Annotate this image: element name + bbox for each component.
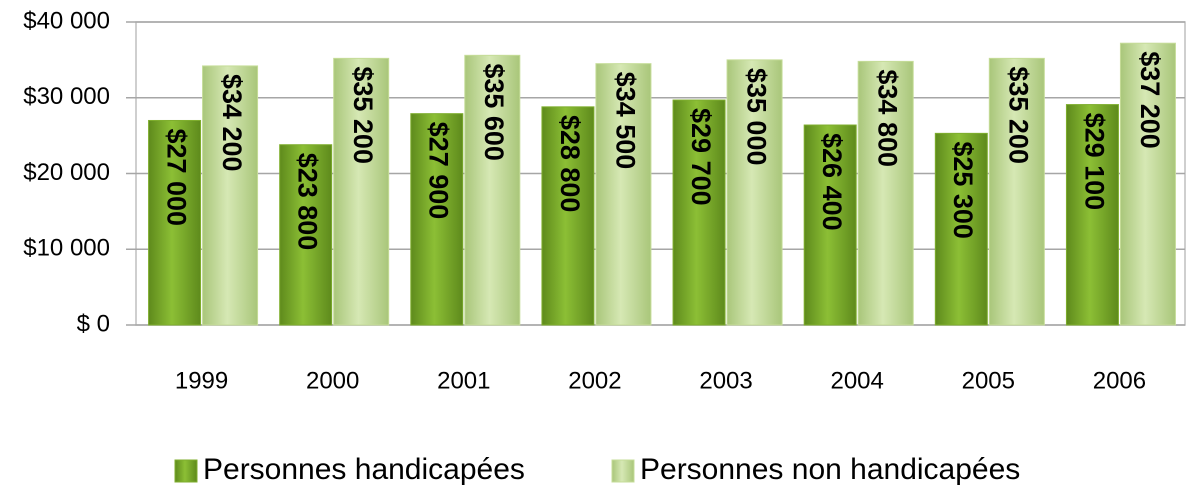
data-label: $27 900 xyxy=(424,122,454,220)
x-tick-label: 2003 xyxy=(699,367,752,394)
bar xyxy=(279,144,333,326)
bar xyxy=(541,106,595,326)
bar xyxy=(726,59,783,326)
data-label: $28 800 xyxy=(555,115,585,213)
data-label: $37 200 xyxy=(1135,51,1165,149)
data-label: $29 100 xyxy=(1079,113,1109,211)
bar xyxy=(148,119,202,326)
legend-swatch xyxy=(611,459,635,483)
data-label: $26 400 xyxy=(817,133,847,231)
x-tick-label: 2005 xyxy=(962,367,1015,394)
bar xyxy=(333,57,390,326)
data-label: $25 300 xyxy=(948,141,978,239)
bar xyxy=(988,57,1045,326)
x-tick-label: 1999 xyxy=(175,367,228,394)
data-label: $34 200 xyxy=(217,74,247,172)
x-tick-label: 2000 xyxy=(306,367,359,394)
data-label: $35 200 xyxy=(1004,66,1034,164)
y-tick-label: $10 000 xyxy=(23,235,110,262)
x-tick-label: 2002 xyxy=(568,367,621,394)
y-tick-label: $ 0 xyxy=(77,310,110,337)
bar xyxy=(672,99,726,326)
bar xyxy=(934,132,988,326)
bar xyxy=(803,124,857,326)
data-label: $35 000 xyxy=(741,68,771,166)
data-label: $35 200 xyxy=(348,66,378,164)
data-label: $34 800 xyxy=(873,69,903,167)
y-tick-label: $20 000 xyxy=(23,159,110,186)
bar xyxy=(1119,42,1176,326)
x-tick-label: 2006 xyxy=(1093,367,1146,394)
data-label: $29 700 xyxy=(686,108,716,206)
legend-label: Personnes non handicapées xyxy=(640,453,1020,486)
legend-swatch xyxy=(174,459,198,483)
y-tick-label: $30 000 xyxy=(23,83,110,110)
bar xyxy=(857,60,914,326)
data-label: $27 000 xyxy=(161,128,191,226)
bar xyxy=(1065,104,1119,326)
data-label: $23 800 xyxy=(293,153,323,251)
bar xyxy=(202,65,259,326)
data-label: $35 600 xyxy=(479,63,509,161)
x-tick-label: 2004 xyxy=(830,367,883,394)
data-label: $34 500 xyxy=(610,72,640,170)
bar xyxy=(595,63,652,326)
y-tick-label: $40 000 xyxy=(23,7,110,34)
legend-label: Personnes handicapées xyxy=(203,453,525,486)
x-tick-label: 2001 xyxy=(437,367,490,394)
bar xyxy=(464,54,521,326)
bar xyxy=(410,113,464,326)
